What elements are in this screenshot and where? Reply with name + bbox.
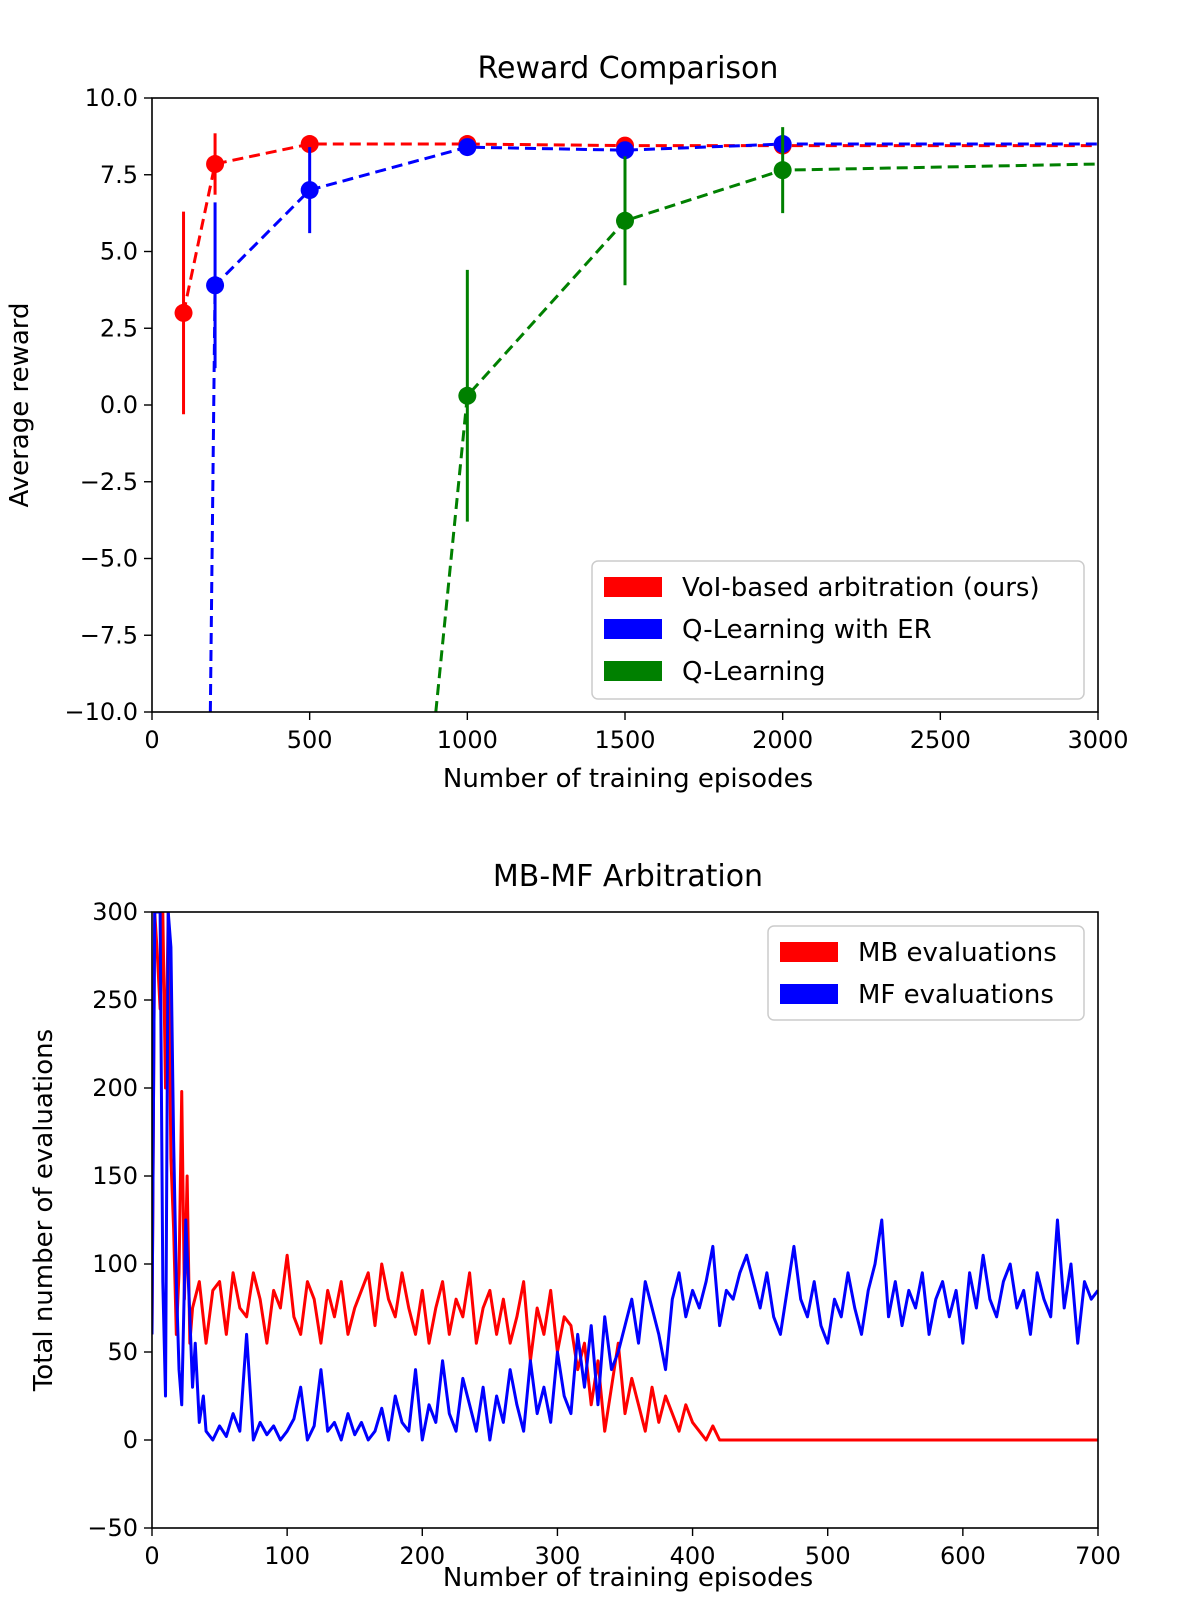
legend-box (591, 560, 1085, 700)
series-0 (174, 133, 1098, 415)
x-tick-label: 2000 (752, 726, 813, 754)
x-tick-label: 0 (144, 726, 159, 754)
legend-label: Q-Learning with ER (682, 615, 932, 645)
data-point (458, 138, 477, 157)
y-tick-label: −5.0 (80, 545, 138, 573)
y-tick-label: −10.0 (64, 698, 138, 726)
series-1 (152, 912, 1098, 1442)
y-axis-label: Total number of evaluations (29, 1029, 59, 1392)
data-point (206, 155, 225, 174)
x-tick-label: 300 (535, 1542, 581, 1570)
y-tick-label: 7.5 (100, 161, 138, 189)
legend-label: MF evaluations (858, 980, 1054, 1010)
y-tick-label: 200 (92, 1074, 138, 1102)
y-tick-label: 0 (123, 1426, 138, 1454)
x-tick-label: 700 (1075, 1542, 1121, 1570)
y-tick-label: 300 (92, 898, 138, 926)
x-tick-label: 1000 (437, 726, 498, 754)
x-tick-label: 400 (670, 1542, 716, 1570)
y-tick-label: 0.0 (100, 391, 138, 419)
mb-mf-arbitration-chart: MB-MF Arbitration Number of training epi… (29, 859, 1121, 1593)
data-point (206, 276, 225, 295)
series-0 (152, 912, 1098, 1442)
legend-swatch (780, 942, 838, 962)
x-tick-label: 100 (264, 1542, 310, 1570)
x-tick-label: 500 (805, 1542, 851, 1570)
data-point (300, 181, 319, 200)
data-point (458, 386, 477, 405)
legend-swatch (780, 984, 838, 1004)
data-point (773, 161, 792, 180)
chart-title: MB-MF Arbitration (493, 859, 763, 894)
x-tick-label: 1500 (594, 726, 655, 754)
series-line (182, 142, 1098, 314)
series-line (152, 912, 1098, 1442)
y-tick-label: −7.5 (80, 621, 138, 649)
x-tick-label: 600 (940, 1542, 986, 1570)
y-tick-label: 2.5 (100, 314, 138, 342)
y-tick-label: 50 (107, 1338, 138, 1366)
plot-area: 0 500 1000 1500 2000 2500 3000 −10.0 −7.5 −5.0 −2.… (64, 84, 1128, 754)
series-2 (434, 127, 1098, 712)
x-tick-label: 2500 (910, 726, 971, 754)
legend-swatch (604, 577, 662, 597)
legend-swatch (604, 661, 662, 681)
axes-frame (151, 911, 1099, 1529)
legend-box (767, 925, 1085, 1021)
y-tick-label: 5.0 (100, 238, 138, 266)
legend-label: Q-Learning (682, 657, 825, 687)
data-point (174, 303, 193, 322)
data-point (300, 135, 319, 154)
legend: MB evaluations MF evaluations (767, 925, 1085, 1021)
y-tick-label: 10.0 (85, 84, 138, 112)
series-line (152, 912, 1098, 1442)
y-tick-label: −2.5 (80, 468, 138, 496)
legend-swatch (604, 619, 662, 639)
x-tick-label: 200 (399, 1542, 445, 1570)
x-tick-label: 500 (287, 726, 333, 754)
chart-title: Reward Comparison (478, 51, 779, 86)
x-axis-label: Number of training episodes (443, 1563, 813, 1593)
legend: VoI-based arbitration (ours) Q-Learning w… (591, 560, 1085, 700)
data-point (616, 141, 634, 160)
legend-label: VoI-based arbitration (ours) (682, 573, 1040, 603)
y-tick-label: −50 (87, 1514, 138, 1542)
x-tick-label: 0 (144, 1542, 159, 1570)
y-tick-label: 100 (92, 1250, 138, 1278)
legend-label: MB evaluations (858, 938, 1057, 968)
data-point (616, 211, 634, 230)
x-tick-label: 3000 (1067, 726, 1128, 754)
y-tick-label: 150 (92, 1162, 138, 1190)
y-axis-label: Average reward (5, 302, 35, 507)
plot-area: 0 100 200 300 400 500 600 700−50050100150200250… (87, 898, 1121, 1570)
y-tick-label: 250 (92, 986, 138, 1014)
reward-comparison-chart: Reward Comparison Number of training epi… (5, 51, 1129, 794)
x-axis-label: Number of training episodes (443, 764, 813, 794)
